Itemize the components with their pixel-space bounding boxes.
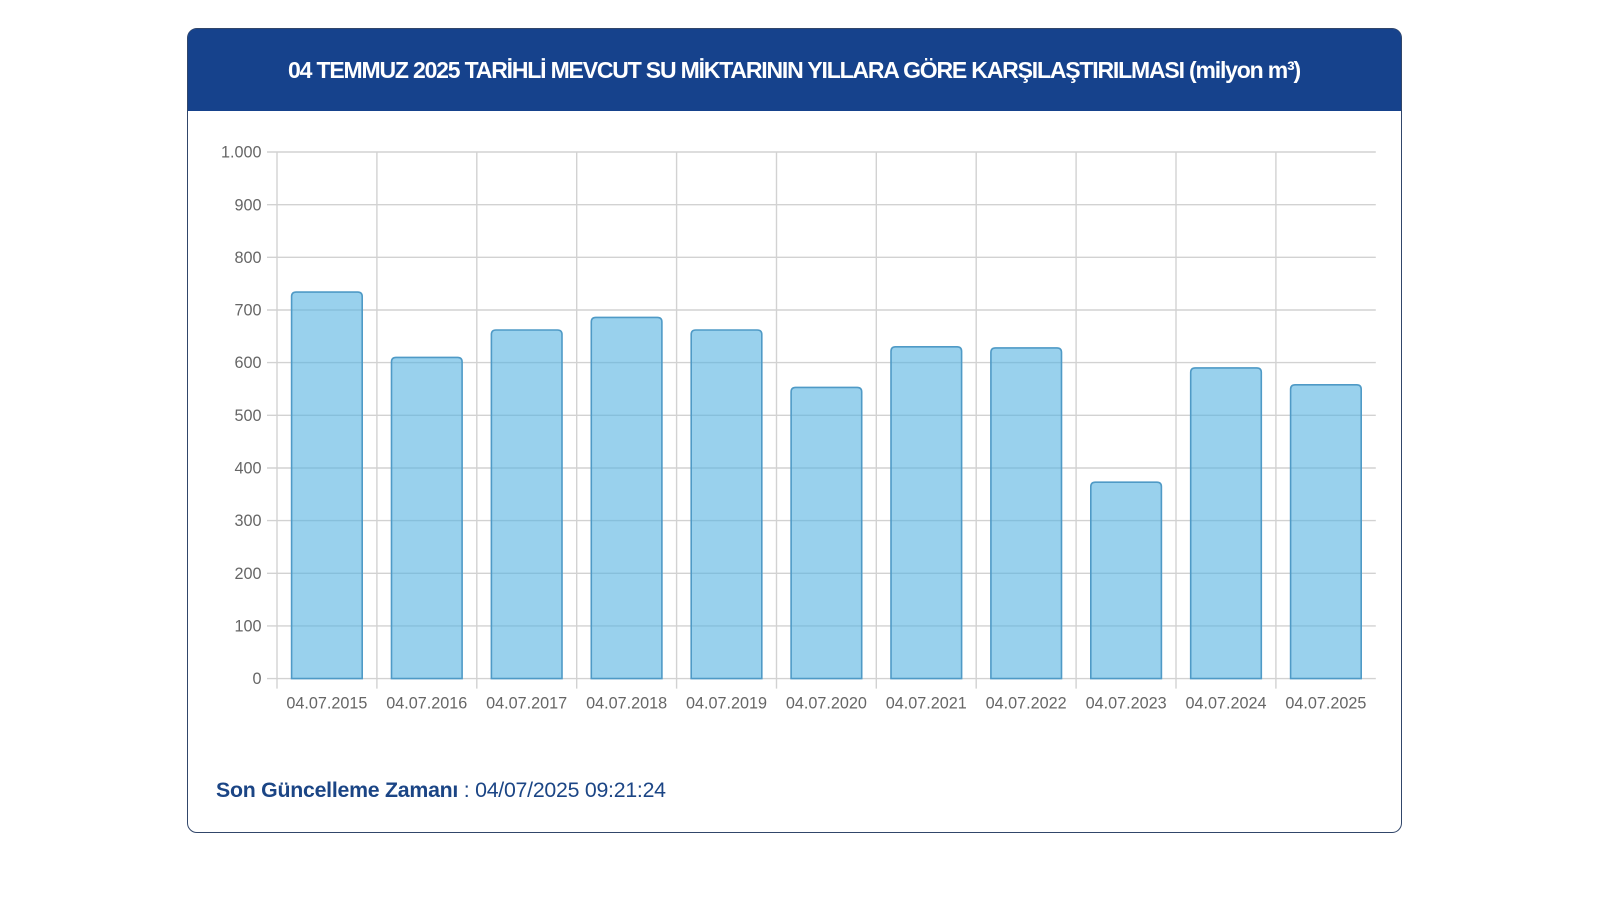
svg-text:04.07.2024: 04.07.2024 bbox=[1185, 695, 1266, 713]
svg-text:900: 900 bbox=[234, 196, 261, 214]
svg-text:300: 300 bbox=[234, 512, 261, 530]
svg-text:0: 0 bbox=[252, 670, 261, 688]
svg-text:04.07.2016: 04.07.2016 bbox=[386, 695, 467, 713]
svg-text:04.07.2018: 04.07.2018 bbox=[586, 695, 667, 713]
svg-text:600: 600 bbox=[234, 354, 261, 372]
svg-text:200: 200 bbox=[234, 565, 261, 583]
svg-text:04.07.2023: 04.07.2023 bbox=[1086, 695, 1167, 713]
svg-text:400: 400 bbox=[234, 460, 261, 478]
svg-text:04.07.2020: 04.07.2020 bbox=[786, 695, 867, 713]
svg-text:04.07.2015: 04.07.2015 bbox=[286, 695, 367, 713]
svg-text:100: 100 bbox=[234, 618, 261, 636]
svg-text:04.07.2022: 04.07.2022 bbox=[986, 695, 1067, 713]
svg-text:04.07.2021: 04.07.2021 bbox=[886, 695, 967, 713]
svg-text:1.000: 1.000 bbox=[221, 144, 262, 162]
svg-text:800: 800 bbox=[234, 249, 261, 267]
svg-text:04.07.2025: 04.07.2025 bbox=[1285, 695, 1366, 713]
svg-text:04.07.2017: 04.07.2017 bbox=[486, 695, 567, 713]
svg-text:04.07.2019: 04.07.2019 bbox=[686, 695, 767, 713]
svg-text:700: 700 bbox=[234, 302, 261, 320]
svg-text:500: 500 bbox=[234, 407, 261, 425]
